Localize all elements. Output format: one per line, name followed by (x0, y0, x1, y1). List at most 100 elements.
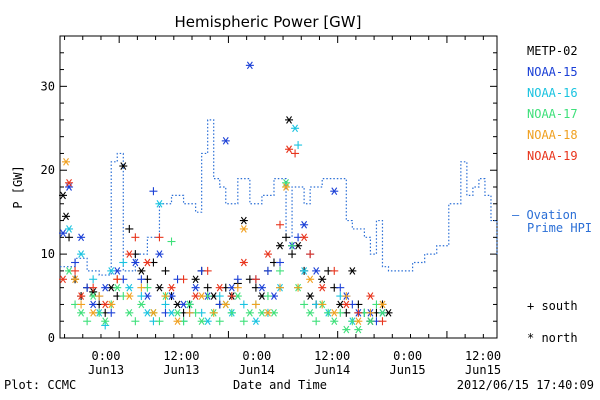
data-point (306, 275, 315, 284)
y-tick-label: 10 (41, 247, 55, 261)
data-point (131, 258, 140, 267)
data-point (330, 309, 339, 317)
data-point (203, 266, 212, 275)
x-tick-time-label: 12:00 (163, 349, 199, 363)
data-point (65, 183, 74, 191)
data-point (191, 275, 200, 284)
data-point (179, 275, 188, 284)
data-point (233, 283, 242, 292)
data-point (276, 258, 285, 267)
data-point (125, 309, 134, 317)
data-point (330, 317, 339, 326)
data-point (342, 325, 351, 334)
data-point (300, 233, 309, 242)
legend-entry: NOAA-16 (527, 86, 578, 100)
data-point (221, 300, 230, 309)
ovation-step-line (60, 119, 498, 276)
legend-entry: NOAA-17 (527, 107, 578, 121)
data-point (354, 308, 363, 317)
data-point (173, 317, 182, 326)
legend-north: * north (527, 331, 578, 345)
data-point (119, 162, 128, 170)
data-point (300, 300, 309, 309)
x-tick-date-label: Jun13 (88, 363, 124, 377)
data-point (71, 275, 80, 284)
data-point (59, 275, 68, 284)
data-point (71, 258, 80, 267)
data-point (101, 317, 110, 326)
data-point (282, 183, 291, 191)
data-point (62, 158, 71, 166)
data-points (59, 61, 393, 334)
x-tick-time-label: 12:00 (314, 349, 350, 363)
data-point (239, 300, 248, 309)
legend-entry: METP-02 (527, 44, 578, 58)
data-point (137, 283, 146, 292)
data-point (276, 241, 285, 250)
data-point (342, 300, 351, 309)
data-point (89, 275, 98, 284)
x-tick-date-label: Jun14 (239, 363, 275, 377)
data-point (330, 266, 339, 275)
data-point (89, 300, 98, 309)
data-point (125, 292, 134, 300)
data-point (306, 292, 315, 300)
y-tick-label: 20 (41, 163, 55, 177)
data-point (318, 275, 327, 284)
data-point (65, 233, 74, 242)
ovation-series (60, 119, 498, 276)
data-point (59, 229, 68, 237)
data-point (65, 178, 74, 187)
data-point (137, 275, 146, 284)
data-point (263, 266, 272, 275)
data-point (101, 321, 110, 330)
data-point (342, 292, 351, 301)
data-point (155, 199, 164, 208)
data-point (366, 317, 375, 326)
data-point (251, 300, 260, 309)
data-point (300, 220, 309, 229)
x-tick-date-label: Jun14 (314, 363, 350, 377)
x-tick-date-label: Jun15 (465, 363, 501, 377)
data-point (161, 266, 170, 275)
data-point (366, 292, 375, 300)
data-point (77, 309, 86, 317)
data-point (62, 212, 71, 221)
data-point (131, 233, 140, 242)
data-point (291, 149, 300, 158)
data-point (239, 317, 248, 326)
legend-entry: NOAA-15 (527, 65, 578, 79)
x-tick-time-label: 0:00 (242, 349, 271, 363)
data-point (288, 241, 297, 250)
data-point (161, 292, 170, 301)
legend-ovation-line2: Prime HPI (527, 221, 592, 235)
plot-credit: Plot: CCMC (4, 378, 76, 392)
data-point (107, 267, 116, 275)
chart-title: Hemispheric Power [GW] (175, 13, 362, 31)
data-point (77, 250, 86, 258)
data-point (167, 237, 176, 246)
data-point (285, 145, 294, 154)
data-point (257, 283, 266, 292)
data-point (77, 233, 86, 242)
data-point (173, 309, 182, 317)
data-point (300, 267, 309, 275)
data-point (276, 266, 285, 275)
data-point (239, 225, 248, 233)
data-point (263, 292, 272, 301)
data-point (101, 300, 110, 309)
data-point (306, 309, 315, 317)
data-point (119, 258, 128, 267)
data-point (161, 300, 170, 309)
data-point (312, 317, 321, 326)
data-point (209, 308, 218, 317)
data-point (312, 267, 321, 275)
data-point (101, 283, 110, 292)
data-point (239, 216, 248, 225)
x-axis: 0:00Jun1312:00Jun130:00Jun1412:00Jun140:… (64, 36, 501, 377)
data-point (107, 308, 116, 317)
data-point (251, 275, 260, 284)
data-point (378, 317, 387, 326)
data-point (366, 308, 375, 317)
